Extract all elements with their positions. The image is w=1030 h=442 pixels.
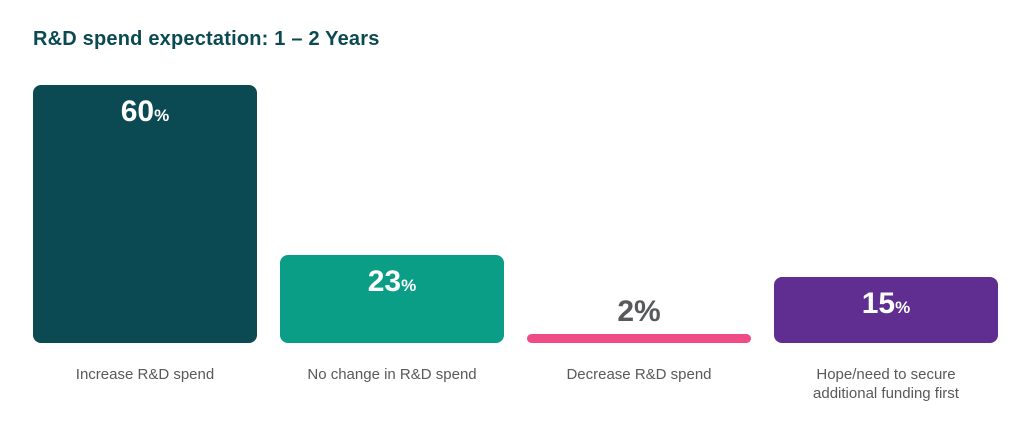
bar-decrease: [527, 334, 751, 343]
bar-value-label: 23%: [280, 255, 504, 301]
percent-sign: %: [154, 106, 170, 125]
bar-no-change: 23%: [280, 255, 504, 343]
value-number: 60: [120, 95, 155, 128]
percent-sign: %: [634, 295, 661, 328]
bar-value-label: 60%: [33, 85, 257, 131]
chart-title: R&D spend expectation: 1 – 2 Years: [33, 28, 380, 50]
bar-area: 23%: [280, 85, 504, 343]
bar-chart: 60% Increase R&D spend 23% No change in …: [33, 85, 998, 403]
bar-column-increase-rd-spend: 60% Increase R&D spend: [33, 85, 257, 403]
bar-value-label: 15%: [774, 277, 998, 323]
bar-area: 2%: [527, 85, 751, 343]
category-label-increase-rd-spend: Increase R&D spend: [75, 366, 215, 383]
category-label-secure-funding: Hope/need to secure additional funding f…: [813, 366, 959, 402]
value-number: 2: [617, 295, 634, 328]
bar-column-no-change: 23% No change in R&D spend: [280, 85, 504, 403]
value-number: 15: [861, 287, 896, 320]
percent-sign: %: [895, 298, 911, 317]
bar-area: 60%: [33, 85, 257, 343]
value-number: 23: [367, 265, 402, 298]
percent-sign: %: [401, 276, 417, 295]
bar-column-decrease: 2% Decrease R&D spend: [527, 85, 751, 403]
bar-area: 15%: [774, 85, 998, 343]
bar-value-label: 2%: [527, 297, 751, 327]
bar-column-secure-funding: 15% Hope/need to secure additional fundi…: [774, 85, 998, 403]
category-label-no-change: No change in R&D spend: [307, 366, 477, 383]
bar-secure-funding: 15%: [774, 277, 998, 343]
category-label-decrease: Decrease R&D spend: [566, 366, 712, 383]
bar-increase-rd-spend: 60%: [33, 85, 257, 343]
